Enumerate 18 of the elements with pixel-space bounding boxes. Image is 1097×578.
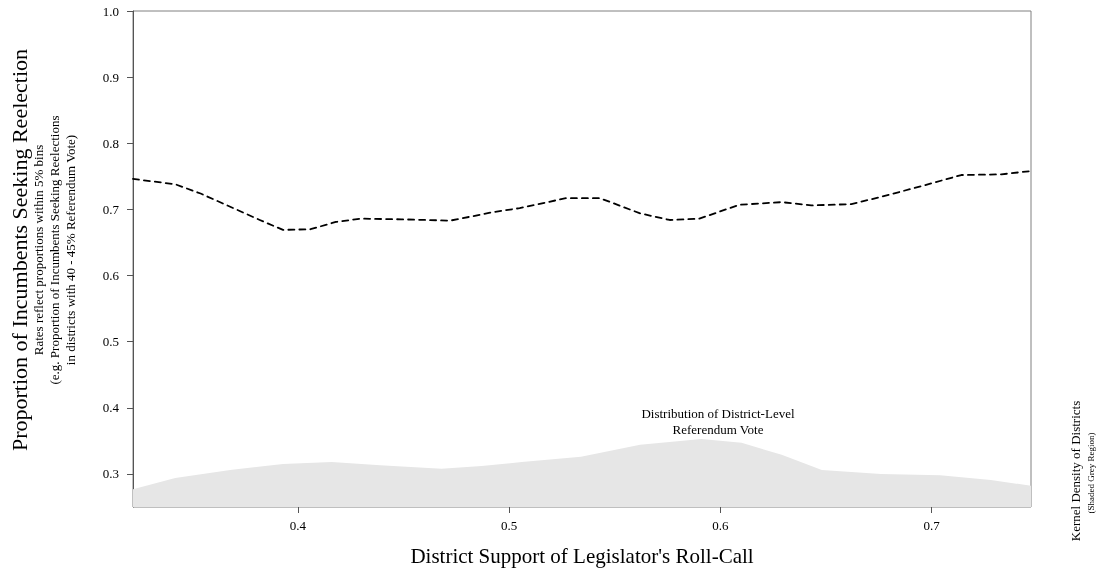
y2-axis-title: Kernel Density of Districts [1067,400,1083,542]
y-tick-label: 0.8 [102,135,119,151]
y-tick-label: 0.3 [102,466,119,482]
x-tick-label: 0.7 [923,518,941,533]
y-tick-label: 0.6 [102,268,120,284]
x-axis-title: District Support of Legislator's Roll-Call [410,543,754,568]
annotation: Distribution of District-Level Referendum Vote [641,405,795,437]
line-series [132,170,1032,231]
y-tick-label: 0.7 [102,201,120,217]
y-tick-label: 0.9 [102,69,119,85]
y-tick-label: 1.0 [102,3,119,19]
text: (Shaded Grey Region) [1086,432,1096,514]
y-tick-label: 0.4 [102,400,120,416]
x-tick-label: 0.4 [289,518,307,533]
y-axis-title: Proportion of Incumbents Seeking Reelection [6,48,32,452]
x-tick-label: 0.6 [712,518,730,533]
y-tick-label: 0.5 [102,334,119,350]
x-tick-label: 0.5 [500,518,518,533]
